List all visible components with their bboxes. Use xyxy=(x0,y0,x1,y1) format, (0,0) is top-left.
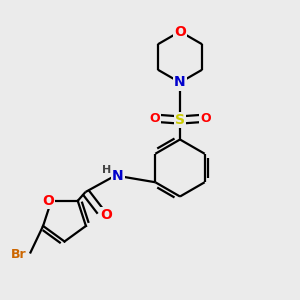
Text: N: N xyxy=(174,76,186,89)
Text: O: O xyxy=(174,25,186,38)
Text: O: O xyxy=(149,112,160,125)
Text: O: O xyxy=(42,194,54,208)
Text: H: H xyxy=(102,165,111,175)
Text: O: O xyxy=(200,112,211,125)
Text: N: N xyxy=(112,169,124,182)
Text: S: S xyxy=(175,113,185,127)
Text: Br: Br xyxy=(11,248,26,262)
Text: O: O xyxy=(100,208,112,222)
